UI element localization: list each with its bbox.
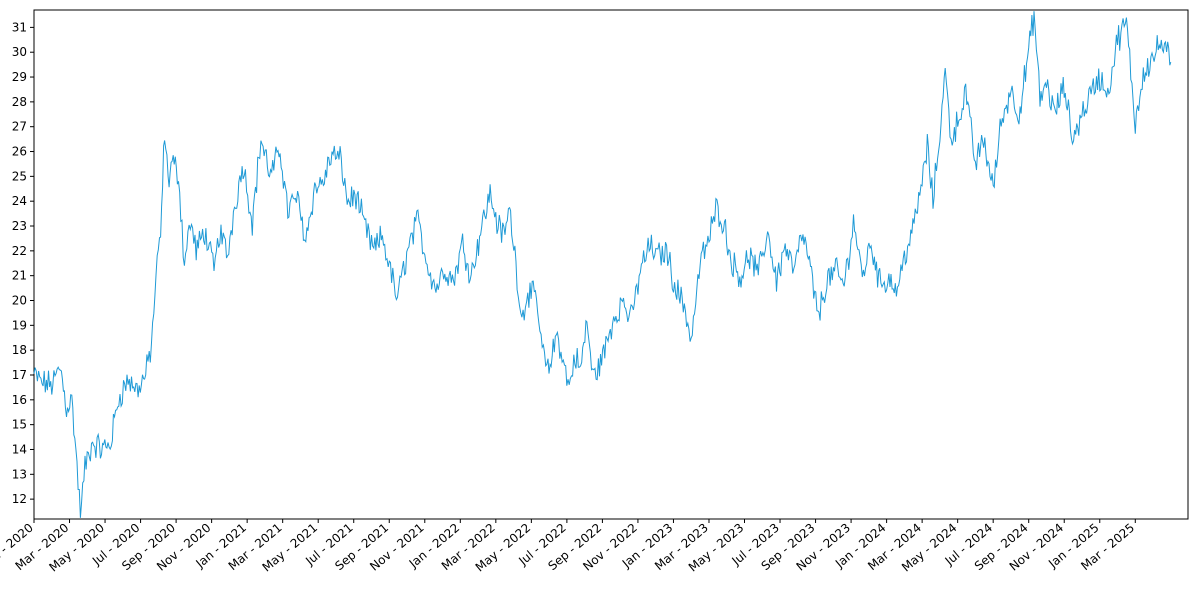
y-tick-label: 31 <box>12 20 27 34</box>
y-tick-label: 17 <box>12 368 27 382</box>
y-tick-label: 18 <box>12 343 27 357</box>
y-tick-label: 21 <box>12 269 27 283</box>
y-tick-label: 12 <box>12 492 27 506</box>
y-axis: 12 13 14 15 16 17 18 19 20 21 22 23 24 25 26 27 28 29 30 31 <box>12 20 34 506</box>
plot-frame <box>33 9 1189 520</box>
y-tick-label: 14 <box>12 442 27 456</box>
y-tick-label: 27 <box>12 120 27 134</box>
y-tick-label: 20 <box>12 294 27 308</box>
y-tick-label: 16 <box>12 393 27 407</box>
y-tick-label: 22 <box>12 244 27 258</box>
y-tick-label: 15 <box>12 418 27 432</box>
y-tick-label: 28 <box>12 95 27 109</box>
y-tick-label: 25 <box>12 169 27 183</box>
y-tick-label: 13 <box>12 467 27 481</box>
series-line <box>33 11 1172 518</box>
y-tick-label: 30 <box>12 45 27 59</box>
y-tick-label: 23 <box>12 219 27 233</box>
y-tick-label: 29 <box>12 70 27 84</box>
y-tick-label: 26 <box>12 145 27 159</box>
y-tick-label: 19 <box>12 318 27 332</box>
y-tick-label: 24 <box>12 194 27 208</box>
